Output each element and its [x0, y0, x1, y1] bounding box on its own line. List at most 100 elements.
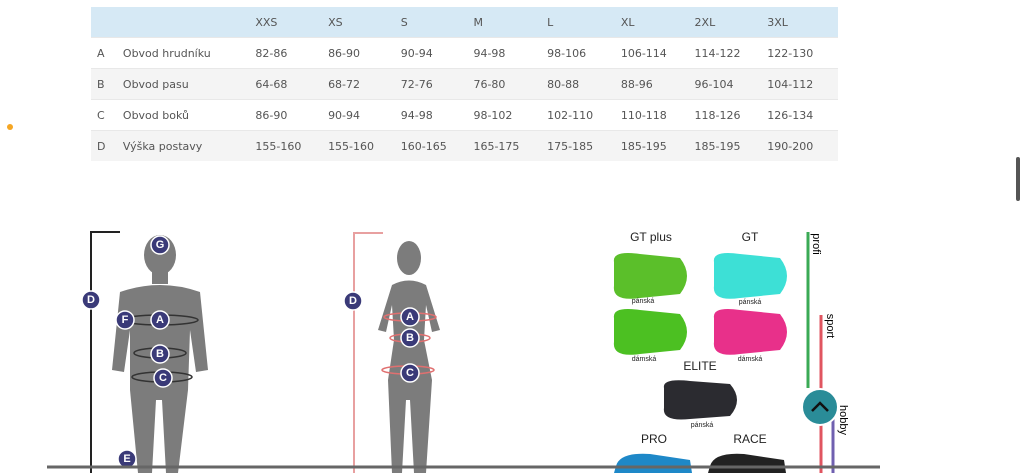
pad-title: GT plus	[630, 230, 672, 244]
header-cell	[116, 7, 250, 38]
size-value: 185-195	[688, 130, 762, 161]
header-cell	[91, 7, 117, 38]
size-header: S	[394, 7, 468, 38]
table-row: B Obvod pasu 64-68 68-72 72-76 76-80 80-88 88-9…	[91, 68, 838, 100]
size-value: 122-130	[761, 37, 838, 69]
row-code: C	[91, 99, 117, 131]
size-value: 106-114	[614, 37, 689, 69]
size-value: 114-122	[688, 37, 762, 69]
size-value: 90-94	[322, 99, 395, 131]
size-value: 98-106	[541, 37, 615, 69]
marker	[150, 344, 170, 364]
size-value: 118-126	[688, 99, 762, 131]
size-value: 94-98	[394, 99, 468, 131]
pad-variant: pánská	[739, 299, 762, 306]
marker	[153, 368, 173, 388]
size-value: 190-200	[761, 130, 838, 161]
size-value: 86-90	[249, 99, 323, 131]
size-value: 86-90	[322, 37, 395, 69]
marker	[400, 363, 420, 383]
size-value: 82-86	[249, 37, 323, 69]
marker-label: F	[122, 314, 129, 326]
pad-title: RACE	[733, 432, 766, 446]
pad	[713, 253, 787, 299]
pad	[713, 309, 787, 355]
female-figure	[353, 232, 440, 473]
size-value: 68-72	[322, 68, 395, 100]
level-label: hobby	[837, 405, 849, 435]
pad-title: GT	[742, 230, 759, 244]
size-value: 160-165	[394, 130, 468, 161]
size-value: 94-98	[467, 37, 542, 69]
size-value: 98-102	[467, 99, 542, 131]
size-value: 104-112	[761, 68, 838, 100]
size-header: L	[541, 7, 615, 38]
pad-variant: dámská	[738, 356, 763, 363]
row-name: Výška postavy	[116, 130, 250, 161]
pad-variant: pánská	[691, 422, 714, 429]
size-value: 110-118	[614, 99, 689, 131]
scroll-top-button[interactable]	[801, 388, 839, 426]
size-value: 185-195	[614, 130, 689, 161]
size-value: 102-110	[541, 99, 615, 131]
size-value: 72-76	[394, 68, 468, 100]
row-name: Obvod boků	[116, 99, 250, 131]
pad-title: PRO	[641, 432, 667, 446]
pad-title: ELITE	[683, 359, 716, 373]
pad-variant: dámská	[632, 356, 657, 363]
marker-label: C	[159, 372, 167, 384]
marker-label: G	[156, 239, 165, 251]
marker-label: D	[349, 295, 357, 307]
size-value: 64-68	[249, 68, 323, 100]
marker-label: B	[406, 332, 414, 344]
row-code: B	[91, 68, 117, 100]
header-row: XXS XS S M L XL 2XL 3XL	[91, 7, 838, 38]
size-header: XXS	[249, 7, 323, 38]
marker	[150, 310, 170, 330]
row-name: Obvod hrudníku	[116, 37, 250, 69]
marker-label: A	[406, 311, 414, 323]
pad	[614, 453, 692, 473]
size-value: 88-96	[614, 68, 689, 100]
size-header: XL	[614, 7, 689, 38]
marker-label: D	[87, 294, 95, 306]
marker	[150, 235, 170, 255]
table-row: A Obvod hrudníku 82-86 86-90 90-94 94-98 98-10…	[91, 37, 838, 69]
marker-label: C	[406, 367, 414, 379]
size-header: XS	[322, 7, 395, 38]
size-value: 155-160	[249, 130, 323, 161]
table-row: D Výška postavy 155-160 155-160 160-165 165-1…	[91, 130, 838, 161]
marker	[400, 307, 420, 327]
level-label: profi	[810, 233, 822, 254]
size-value: 155-160	[322, 130, 395, 161]
marker-label: A	[156, 314, 164, 326]
size-header: 3XL	[761, 7, 838, 38]
male-figure	[90, 231, 208, 473]
marker-label: E	[123, 453, 130, 465]
marker	[400, 328, 420, 348]
size-value: 175-185	[541, 130, 615, 161]
female-markers: D A B C	[343, 291, 420, 383]
pad	[663, 380, 737, 420]
size-value: 96-104	[688, 68, 762, 100]
size-value: 126-134	[761, 99, 838, 131]
level-label: sport	[824, 314, 836, 338]
pad	[613, 309, 687, 355]
pad	[613, 253, 687, 299]
size-value: 165-175	[467, 130, 542, 161]
marker	[343, 291, 363, 311]
size-header: 2XL	[688, 7, 762, 38]
row-code: A	[91, 37, 117, 69]
size-table: XXS XS S M L XL 2XL 3XL A Obvod hrudníku 82-86 86-…	[91, 7, 838, 161]
size-value: 80-88	[541, 68, 615, 100]
scrollbar[interactable]	[1016, 157, 1020, 201]
marker	[81, 290, 101, 310]
size-value: 76-80	[467, 68, 542, 100]
row-name: Obvod pasu	[116, 68, 250, 100]
pad-variant: pánská	[632, 298, 655, 305]
male-markers: G D F A B C E	[81, 235, 173, 469]
row-code: D	[91, 130, 117, 161]
